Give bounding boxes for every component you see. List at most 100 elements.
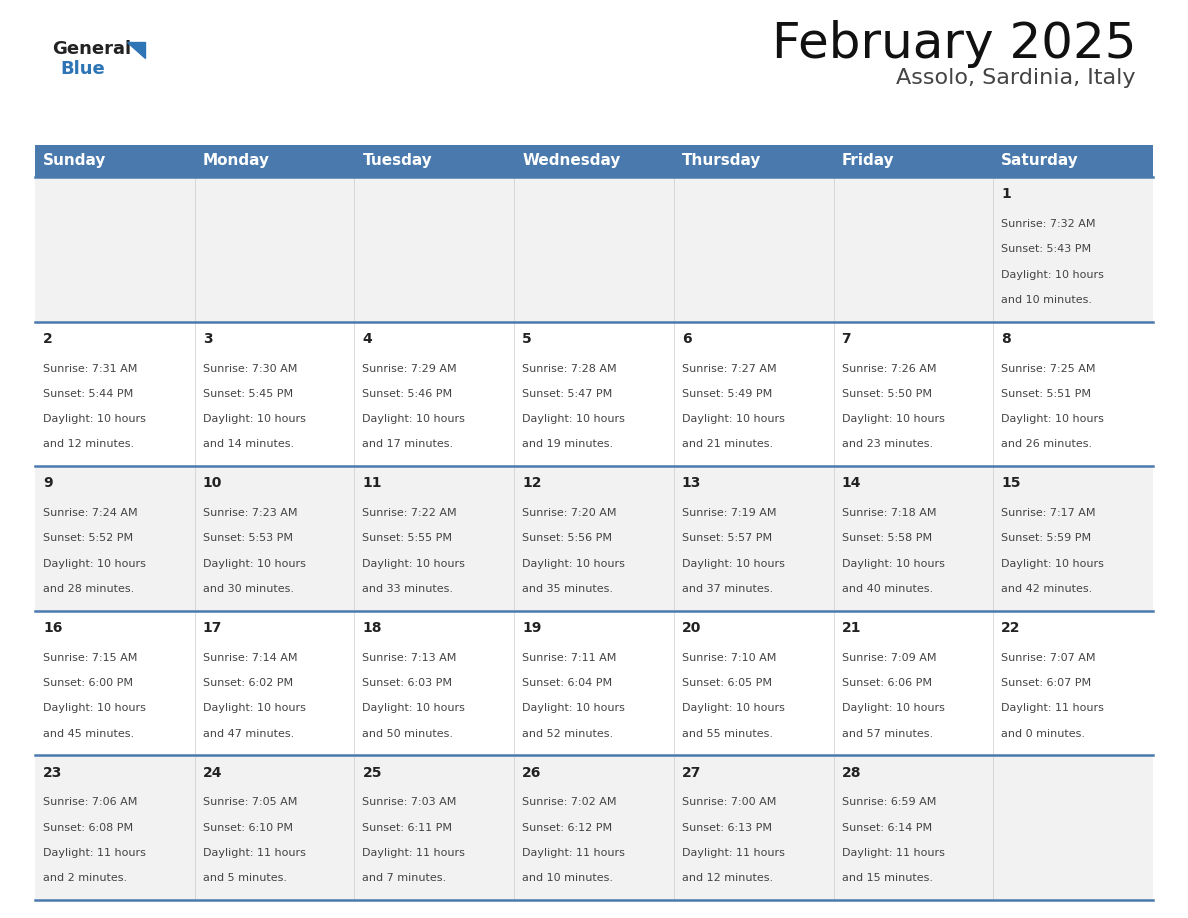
Text: Daylight: 10 hours: Daylight: 10 hours bbox=[1001, 559, 1104, 569]
Text: Sunset: 6:04 PM: Sunset: 6:04 PM bbox=[523, 678, 612, 688]
Text: 13: 13 bbox=[682, 476, 701, 490]
Text: Daylight: 10 hours: Daylight: 10 hours bbox=[682, 414, 785, 424]
Text: Sunset: 5:56 PM: Sunset: 5:56 PM bbox=[523, 533, 612, 543]
Text: Sunrise: 6:59 AM: Sunrise: 6:59 AM bbox=[841, 798, 936, 807]
Text: Sunrise: 7:23 AM: Sunrise: 7:23 AM bbox=[203, 509, 297, 518]
Text: and 45 minutes.: and 45 minutes. bbox=[43, 729, 134, 739]
Text: Daylight: 11 hours: Daylight: 11 hours bbox=[362, 848, 466, 858]
Text: and 10 minutes.: and 10 minutes. bbox=[1001, 295, 1092, 305]
Text: Daylight: 10 hours: Daylight: 10 hours bbox=[523, 703, 625, 713]
Text: and 35 minutes.: and 35 minutes. bbox=[523, 584, 613, 594]
Text: Sunset: 6:14 PM: Sunset: 6:14 PM bbox=[841, 823, 931, 833]
Text: and 15 minutes.: and 15 minutes. bbox=[841, 873, 933, 883]
Bar bbox=[354, 145, 514, 177]
Bar bbox=[34, 145, 195, 177]
Text: Daylight: 11 hours: Daylight: 11 hours bbox=[682, 848, 785, 858]
Text: Sunrise: 7:24 AM: Sunrise: 7:24 AM bbox=[43, 509, 138, 518]
Text: Sunset: 5:44 PM: Sunset: 5:44 PM bbox=[43, 389, 133, 398]
Text: and 55 minutes.: and 55 minutes. bbox=[682, 729, 773, 739]
Text: Sunrise: 7:26 AM: Sunrise: 7:26 AM bbox=[841, 364, 936, 374]
Text: Sunset: 5:50 PM: Sunset: 5:50 PM bbox=[841, 389, 931, 398]
Text: 8: 8 bbox=[1001, 331, 1011, 346]
Text: Sunrise: 7:22 AM: Sunrise: 7:22 AM bbox=[362, 509, 457, 518]
Text: and 47 minutes.: and 47 minutes. bbox=[203, 729, 293, 739]
Text: 20: 20 bbox=[682, 621, 701, 635]
Text: Sunset: 6:03 PM: Sunset: 6:03 PM bbox=[362, 678, 453, 688]
Text: 11: 11 bbox=[362, 476, 381, 490]
Text: Sunset: 5:49 PM: Sunset: 5:49 PM bbox=[682, 389, 772, 398]
Text: 17: 17 bbox=[203, 621, 222, 635]
Text: Daylight: 10 hours: Daylight: 10 hours bbox=[43, 414, 146, 424]
Text: Sunset: 6:07 PM: Sunset: 6:07 PM bbox=[1001, 678, 1092, 688]
Text: Sunrise: 7:20 AM: Sunrise: 7:20 AM bbox=[523, 509, 617, 518]
Bar bbox=[34, 177, 1154, 321]
Text: Daylight: 10 hours: Daylight: 10 hours bbox=[841, 414, 944, 424]
Text: Daylight: 10 hours: Daylight: 10 hours bbox=[1001, 414, 1104, 424]
Text: Daylight: 10 hours: Daylight: 10 hours bbox=[203, 703, 305, 713]
Text: Daylight: 11 hours: Daylight: 11 hours bbox=[203, 848, 305, 858]
Text: Sunrise: 7:14 AM: Sunrise: 7:14 AM bbox=[203, 653, 297, 663]
Text: Thursday: Thursday bbox=[682, 153, 762, 169]
Text: Sunset: 5:53 PM: Sunset: 5:53 PM bbox=[203, 533, 292, 543]
Text: and 12 minutes.: and 12 minutes. bbox=[43, 440, 134, 450]
Text: 19: 19 bbox=[523, 621, 542, 635]
Text: Daylight: 10 hours: Daylight: 10 hours bbox=[203, 414, 305, 424]
Text: Sunrise: 7:00 AM: Sunrise: 7:00 AM bbox=[682, 798, 776, 807]
Text: 25: 25 bbox=[362, 766, 381, 779]
Text: Sunset: 6:12 PM: Sunset: 6:12 PM bbox=[523, 823, 612, 833]
Text: 23: 23 bbox=[43, 766, 62, 779]
Text: Sunset: 5:57 PM: Sunset: 5:57 PM bbox=[682, 533, 772, 543]
Text: Daylight: 10 hours: Daylight: 10 hours bbox=[523, 414, 625, 424]
Text: Daylight: 10 hours: Daylight: 10 hours bbox=[43, 559, 146, 569]
Text: Daylight: 10 hours: Daylight: 10 hours bbox=[362, 703, 466, 713]
Text: Daylight: 10 hours: Daylight: 10 hours bbox=[841, 703, 944, 713]
Text: Sunrise: 7:03 AM: Sunrise: 7:03 AM bbox=[362, 798, 457, 807]
Text: Sunset: 5:43 PM: Sunset: 5:43 PM bbox=[1001, 244, 1092, 254]
Text: 1: 1 bbox=[1001, 187, 1011, 201]
Text: 26: 26 bbox=[523, 766, 542, 779]
Text: Tuesday: Tuesday bbox=[362, 153, 432, 169]
Bar bbox=[834, 145, 993, 177]
Text: Sunset: 6:06 PM: Sunset: 6:06 PM bbox=[841, 678, 931, 688]
Text: and 12 minutes.: and 12 minutes. bbox=[682, 873, 773, 883]
Text: Sunrise: 7:15 AM: Sunrise: 7:15 AM bbox=[43, 653, 138, 663]
Text: 9: 9 bbox=[43, 476, 52, 490]
Text: and 5 minutes.: and 5 minutes. bbox=[203, 873, 286, 883]
Text: Sunrise: 7:10 AM: Sunrise: 7:10 AM bbox=[682, 653, 776, 663]
Text: and 33 minutes.: and 33 minutes. bbox=[362, 584, 454, 594]
Text: Blue: Blue bbox=[61, 60, 105, 78]
Text: 12: 12 bbox=[523, 476, 542, 490]
Text: 15: 15 bbox=[1001, 476, 1020, 490]
Text: Sunrise: 7:30 AM: Sunrise: 7:30 AM bbox=[203, 364, 297, 374]
Text: 10: 10 bbox=[203, 476, 222, 490]
Bar bbox=[993, 145, 1154, 177]
Text: 5: 5 bbox=[523, 331, 532, 346]
Bar bbox=[195, 145, 354, 177]
Text: Sunrise: 7:27 AM: Sunrise: 7:27 AM bbox=[682, 364, 777, 374]
Text: Sunset: 5:46 PM: Sunset: 5:46 PM bbox=[362, 389, 453, 398]
Text: Sunset: 5:51 PM: Sunset: 5:51 PM bbox=[1001, 389, 1092, 398]
Text: 4: 4 bbox=[362, 331, 372, 346]
Bar bbox=[34, 321, 1154, 466]
Text: 24: 24 bbox=[203, 766, 222, 779]
Text: and 40 minutes.: and 40 minutes. bbox=[841, 584, 933, 594]
Text: Sunset: 6:11 PM: Sunset: 6:11 PM bbox=[362, 823, 453, 833]
Text: Sunrise: 7:13 AM: Sunrise: 7:13 AM bbox=[362, 653, 457, 663]
Bar bbox=[674, 145, 834, 177]
Text: Sunrise: 7:29 AM: Sunrise: 7:29 AM bbox=[362, 364, 457, 374]
Text: 7: 7 bbox=[841, 331, 851, 346]
Text: Sunset: 5:45 PM: Sunset: 5:45 PM bbox=[203, 389, 292, 398]
Text: Daylight: 11 hours: Daylight: 11 hours bbox=[1001, 703, 1104, 713]
Text: and 42 minutes.: and 42 minutes. bbox=[1001, 584, 1093, 594]
Text: Sunrise: 7:31 AM: Sunrise: 7:31 AM bbox=[43, 364, 138, 374]
Text: Daylight: 10 hours: Daylight: 10 hours bbox=[682, 559, 785, 569]
Bar bbox=[34, 610, 1154, 756]
Text: Sunset: 6:08 PM: Sunset: 6:08 PM bbox=[43, 823, 133, 833]
Text: Sunrise: 7:17 AM: Sunrise: 7:17 AM bbox=[1001, 509, 1095, 518]
Text: and 0 minutes.: and 0 minutes. bbox=[1001, 729, 1086, 739]
Text: Sunrise: 7:06 AM: Sunrise: 7:06 AM bbox=[43, 798, 138, 807]
Text: Daylight: 10 hours: Daylight: 10 hours bbox=[43, 703, 146, 713]
Text: Sunrise: 7:18 AM: Sunrise: 7:18 AM bbox=[841, 509, 936, 518]
Text: and 26 minutes.: and 26 minutes. bbox=[1001, 440, 1093, 450]
Text: 6: 6 bbox=[682, 331, 691, 346]
